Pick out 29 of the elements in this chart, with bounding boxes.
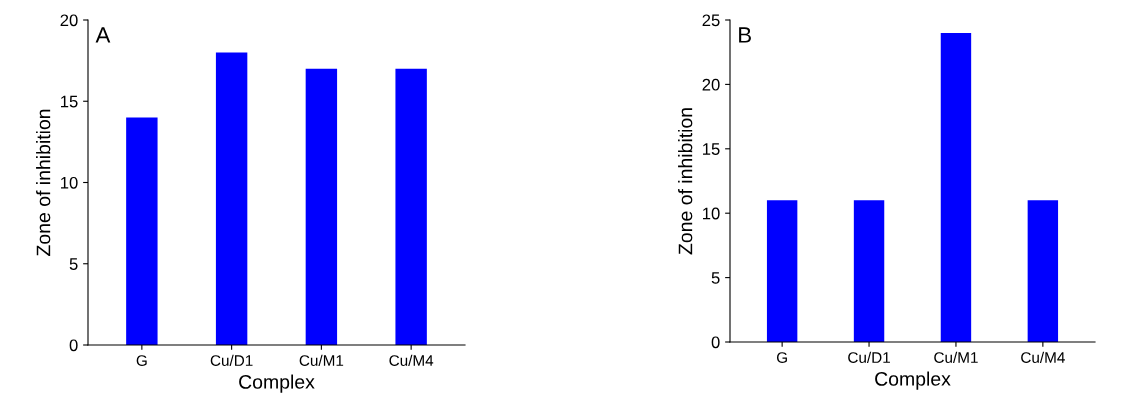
- bar: [395, 68, 427, 345]
- y-tick-label: 0: [69, 339, 78, 352]
- x-tick-label: G: [776, 352, 787, 363]
- bar: [126, 117, 158, 345]
- y-tick-label: 0: [711, 336, 720, 349]
- x-tick-label: G: [136, 355, 147, 366]
- y-tick-label: 15: [61, 95, 78, 108]
- x-tick-label: Cu/M1: [299, 354, 344, 366]
- x-axis-title: Complex: [239, 374, 315, 393]
- y-axis-title: Zone of inhibition: [36, 109, 51, 256]
- x-tick-label: Cu/M1: [934, 351, 978, 363]
- y-tick-label: 25: [702, 14, 720, 27]
- y-axis-title: Zone of inhibition: [678, 108, 693, 255]
- y-tick-label: 10: [61, 176, 78, 189]
- x-tick-label: Cu/D1: [210, 354, 253, 366]
- y-tick-label: 5: [711, 272, 720, 284]
- x-tick-label: Cu/D1: [848, 351, 890, 363]
- y-tick-label: 15: [703, 143, 720, 155]
- y-tick-label: 20: [702, 78, 720, 91]
- bar: [305, 68, 338, 345]
- bar: [215, 52, 248, 345]
- y-tick-label: 10: [703, 207, 720, 220]
- y-tick-label: 5: [69, 258, 78, 270]
- x-tick-label: Cu/M4: [1021, 351, 1065, 363]
- annotation: B: [739, 27, 751, 43]
- x-axis-title: Complex: [875, 371, 951, 390]
- y-tick-label: 20: [60, 14, 78, 27]
- annotation: A: [95, 27, 111, 43]
- x-tick-label: Cu/M4: [389, 354, 434, 366]
